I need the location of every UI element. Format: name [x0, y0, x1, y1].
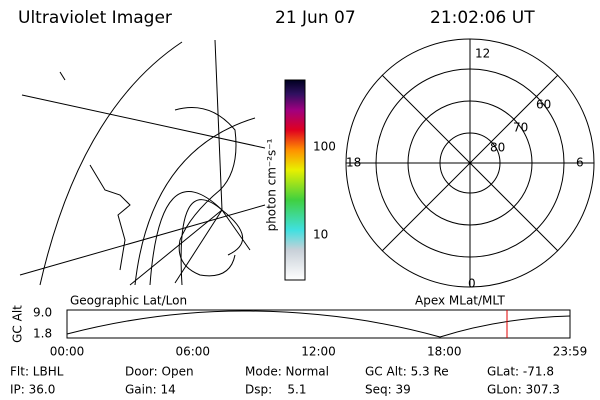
colorbar-tick: 100 — [313, 140, 336, 154]
status-field: Gain: 14 — [125, 383, 176, 397]
x-label: 12:00 — [301, 345, 336, 359]
date: 21 Jun 07 — [275, 8, 356, 28]
status-field: GC Alt: 5.3 Re — [365, 365, 449, 379]
status-field: GLat: -71.8 — [487, 365, 554, 379]
y-label: 9.0 — [33, 306, 52, 320]
colorbar-label: photon cm⁻²s⁻¹ — [265, 138, 279, 231]
status-field: Door: Open — [125, 365, 194, 379]
colorbar-tick: 10 — [313, 228, 328, 242]
polar-grid — [345, 38, 595, 288]
lat-label: 60 — [536, 98, 551, 112]
mlt-label: 6 — [576, 156, 584, 170]
mlt-label: 12 — [475, 47, 490, 61]
y-label: 1.8 — [33, 327, 52, 341]
status-field: GLon: 307.3 — [487, 383, 560, 397]
colorbar — [284, 79, 306, 281]
panel-title: Apex MLat/MLT — [415, 294, 505, 308]
time: 21:02:06 UT — [430, 8, 535, 28]
lat-label: 70 — [513, 121, 528, 135]
x-label: 00:00 — [50, 345, 85, 359]
lat-label: 80 — [490, 141, 505, 155]
altitude-box — [66, 309, 571, 339]
map — [19, 39, 266, 286]
panel-title: Geographic Lat/Lon — [70, 294, 187, 308]
x-label: 23:59 — [553, 345, 588, 359]
altitude-curve — [66, 310, 571, 338]
status-field: Seq: 39 — [365, 383, 411, 397]
x-label: 18:00 — [427, 345, 462, 359]
status-field: Mode: Normal — [245, 365, 329, 379]
mlt-label: 0 — [468, 277, 476, 291]
x-label: 06:00 — [175, 345, 210, 359]
y-title: GC Alt — [11, 305, 25, 343]
status-field: Flt: LBHL — [10, 365, 64, 379]
status-field: Dsp: 5.1 — [245, 383, 307, 397]
title: Ultraviolet Imager — [18, 8, 172, 28]
mlt-label: 18 — [346, 156, 361, 170]
status-field: IP: 36.0 — [10, 383, 55, 397]
